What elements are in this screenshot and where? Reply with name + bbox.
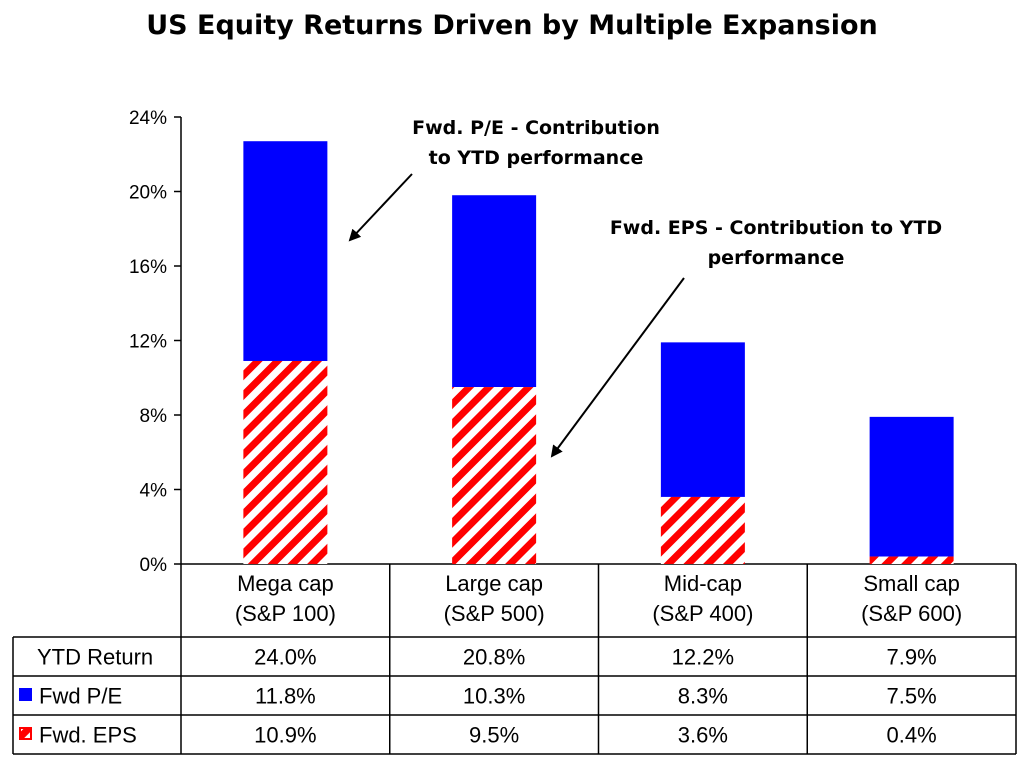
table-row-label: YTD Return — [37, 645, 153, 670]
legend-swatch-fwd-pe — [19, 688, 32, 701]
y-tick-label: 12% — [129, 332, 167, 353]
bar-fwd-eps — [660, 496, 745, 564]
annotations-layer: Fwd. P/E - Contribution to YTD performanc… — [348, 117, 942, 458]
category-label: Small cap — [863, 571, 960, 596]
annotation-eps-text: Fwd. EPS - Contribution to YTD — [610, 217, 942, 239]
bar-fwd-eps — [243, 360, 328, 564]
annotation-pe-text: Fwd. P/E - Contribution — [412, 117, 660, 139]
table-row-label: Fwd P/E — [39, 684, 122, 709]
bar-fwd-pe — [243, 141, 328, 361]
table-row-label: Fwd. EPS — [39, 723, 137, 748]
category-label: Large cap — [445, 571, 543, 596]
y-tick-label: 8% — [140, 406, 168, 427]
table-cell: 8.3% — [678, 684, 728, 709]
bar-fwd-eps — [452, 387, 537, 564]
annotation-pe-arrow — [348, 173, 413, 242]
bar-fwd-pe — [869, 416, 954, 557]
table-cell: 10.3% — [463, 684, 525, 709]
table-cell: 9.5% — [469, 723, 519, 748]
annotation-eps-arrow — [550, 277, 685, 458]
table-cell: 10.9% — [254, 723, 316, 748]
category-label: (S&P 600) — [861, 601, 962, 626]
y-tick-label: 16% — [129, 257, 167, 278]
category-label: Mega cap — [237, 571, 334, 596]
table-cell: 0.4% — [887, 723, 937, 748]
table-cell: 3.6% — [678, 723, 728, 748]
category-label: (S&P 100) — [235, 601, 336, 626]
annotation-eps-text: performance — [708, 247, 845, 269]
table-cell: 7.9% — [887, 645, 937, 670]
table-cell: 12.2% — [672, 645, 734, 670]
y-tick-label: 20% — [129, 183, 167, 204]
category-label: Mid-cap — [664, 571, 742, 596]
table-cell: 7.5% — [887, 684, 937, 709]
bars-layer — [243, 141, 954, 564]
y-tick-label: 0% — [140, 555, 168, 576]
data-table: Mega cap (S&P 100) Large cap (S&P 500) Mid-c… — [12, 564, 1017, 755]
y-tick-label: 24% — [129, 108, 167, 129]
legend-swatch-fwd-eps — [19, 727, 32, 740]
table-cell: 20.8% — [463, 645, 525, 670]
category-label: (S&P 400) — [652, 601, 753, 626]
table-cell: 11.8% — [255, 684, 316, 709]
category-label: (S&P 500) — [444, 601, 545, 626]
bar-fwd-pe — [660, 342, 745, 497]
table-cell: 24.0% — [254, 645, 316, 670]
bar-fwd-eps — [869, 556, 954, 564]
chart-title: US Equity Returns Driven by Multiple Exp… — [146, 10, 878, 41]
annotation-pe-text: to YTD performance — [429, 147, 644, 169]
bar-fwd-pe — [452, 195, 537, 388]
y-tick-label: 4% — [140, 481, 168, 502]
